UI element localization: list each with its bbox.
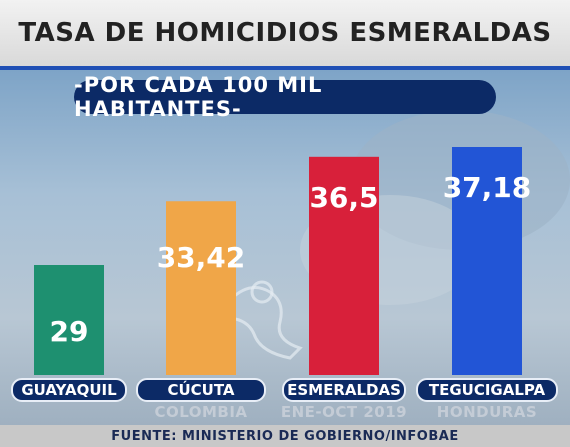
bar-cúcuta xyxy=(166,201,236,375)
bar-plot xyxy=(34,147,522,375)
bar-tegucigalpa xyxy=(452,147,522,375)
bar-guayaquil xyxy=(34,265,104,375)
category-sublabel: HONDURAS xyxy=(436,403,538,421)
chart-title: TASA DE HOMICIDIOS ESMERALDAS xyxy=(18,18,552,48)
value-label: 36,5 xyxy=(309,180,379,214)
value-label: 37,18 xyxy=(442,171,532,204)
chart-panel: -POR CADA 100 MIL HABITANTES- 29 GUAYAQUI… xyxy=(0,70,570,425)
category-label: ESMERALDAS xyxy=(282,378,406,402)
bar-esmeraldas xyxy=(309,156,379,375)
category-label: TEGUCIGALPA xyxy=(416,378,558,402)
category-sublabel: ENE-OCT 2019 xyxy=(280,403,408,421)
value-label: 29 xyxy=(49,315,89,348)
category-label: GUAYAQUIL xyxy=(11,378,127,402)
value-label: 33,42 xyxy=(156,241,246,275)
category-sublabel: COLOMBIA xyxy=(154,403,248,421)
category-label: CÚCUTA xyxy=(136,378,266,402)
title-bar: TASA DE HOMICIDIOS ESMERALDAS xyxy=(0,0,570,70)
source-footer: FUENTE: MINISTERIO DE GOBIERNO/INFOBAE xyxy=(0,425,570,447)
